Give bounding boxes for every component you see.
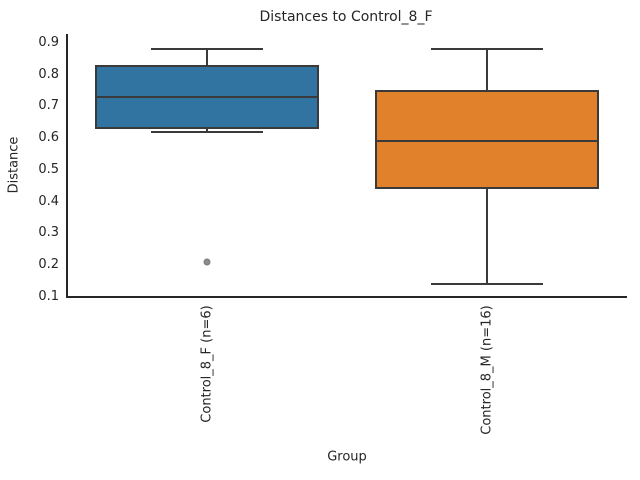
lower-whisker: [205, 128, 208, 132]
x-axis-label: Group: [327, 449, 367, 465]
x-tick-label: Control_8_M (n=16): [479, 304, 495, 435]
lower-whisker-cap: [430, 283, 543, 286]
y-tick-label: 0.2: [38, 257, 59, 273]
upper-whisker: [205, 49, 208, 66]
lower-whisker: [485, 188, 488, 285]
y-axis-spine: [66, 34, 68, 298]
y-tick-label: 0.8: [38, 66, 59, 82]
y-tick-label: 0.3: [38, 225, 59, 241]
chart-title: Distances to Control_8_F: [259, 9, 433, 25]
y-tick-label: 0.1: [38, 288, 59, 304]
outlier-point: [203, 258, 211, 266]
y-tick-label: 0.7: [38, 98, 59, 114]
y-tick-label: 0.5: [38, 161, 59, 177]
y-tick-label: 0.6: [38, 130, 59, 146]
box-control-8-m: [374, 90, 599, 189]
y-tick-label: 0.4: [38, 193, 59, 209]
upper-whisker: [485, 49, 488, 91]
upper-whisker-cap: [150, 48, 263, 51]
median-line: [374, 140, 599, 143]
upper-whisker-cap: [430, 48, 543, 51]
y-tick-label: 0.9: [38, 34, 59, 50]
median-line: [94, 95, 319, 98]
x-axis-spine: [66, 296, 627, 298]
x-tick-label: Control_8_F (n=6): [199, 304, 215, 423]
lower-whisker-cap: [150, 130, 263, 133]
